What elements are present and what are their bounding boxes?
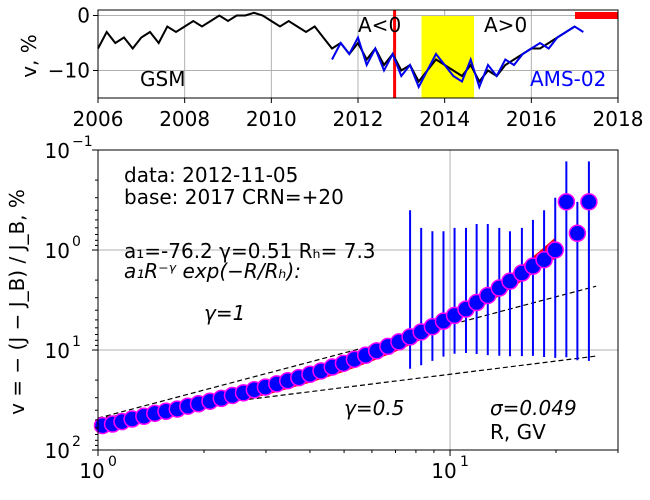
fit-parameters: a₁=-76.2 γ=0.51 Rₕ= 7.3: [124, 239, 376, 263]
ams-label: AMS-02: [530, 67, 606, 91]
top-x-tick-label: 2014: [419, 107, 470, 131]
x-axis-label: R, GV: [490, 420, 546, 444]
bottom-y-tick-exponent: 0: [72, 234, 81, 250]
bottom-y-label: v = − (J − J_B) / J_B, %: [5, 189, 29, 415]
fit-formula: a₁R⁻ᵞ exp(−R/Rₕ):: [124, 259, 301, 283]
bottom-y-tick-exponent: 1: [72, 334, 81, 350]
top-y-ticks: 0 −10: [48, 4, 98, 83]
data-point: [557, 193, 576, 211]
bottom-y-tick-label: 10: [45, 139, 70, 163]
a-negative-label: A<0: [358, 13, 401, 37]
gamma-05-label: γ=0.5: [344, 396, 404, 420]
top-panel: 2006 2008 2010 2012 2014 2016 2018 0 −10 v, % G…: [17, 4, 643, 132]
gamma-1-label: γ=1: [204, 301, 245, 325]
bottom-y-tick-label: 10: [45, 439, 70, 463]
bottom-x-tick-exponent: 0: [108, 454, 117, 470]
top-series: [97, 11, 584, 90]
data-point: [501, 272, 519, 290]
sigma-label: σ=0.049: [490, 396, 577, 420]
top-x-ticks: 2006 2008 2010 2012 2014 2016 2018: [73, 98, 644, 131]
reference-line-gamma1: [97, 285, 597, 419]
top-x-tick-label: 2006: [73, 107, 124, 131]
top-x-tick-label: 2016: [506, 107, 557, 131]
top-y-tick-label: −10: [48, 59, 90, 83]
data-point: [580, 193, 598, 211]
a-positive-label: A>0: [484, 13, 527, 37]
top-y-tick-label: 0: [77, 4, 90, 28]
bottom-y-tick-label: 10: [45, 239, 70, 263]
bottom-x-tick-exponent: 1: [460, 454, 469, 470]
bottom-frame: [97, 149, 619, 451]
ams-series-line: [331, 25, 584, 90]
base-period-marker: [575, 12, 618, 19]
bottom-y-tick-exponent: 2: [72, 434, 81, 450]
bottom-y-tick-exponent: −1: [72, 134, 93, 150]
bottom-y-tick-label: 10: [45, 339, 70, 363]
gsm-label: GSM: [140, 67, 185, 91]
data-point: [535, 250, 553, 269]
bottom-x-tick-label: 10: [431, 459, 456, 483]
top-x-tick-label: 2008: [159, 107, 210, 131]
top-y-label: v, %: [17, 34, 41, 78]
top-x-tick-label: 2010: [246, 107, 297, 131]
data-point: [546, 241, 564, 259]
reversal-band: [421, 16, 474, 98]
base-label: base: 2017 CRN=+20: [124, 185, 344, 209]
bottom-x-ticks: 10 0 10 1: [79, 450, 619, 483]
top-x-tick-label: 2012: [333, 107, 384, 131]
data-date-label: data: 2012-11-05: [124, 163, 298, 187]
top-x-tick-label: 2018: [593, 107, 644, 131]
data-points: [93, 193, 598, 435]
bottom-x-tick-label: 10: [79, 459, 104, 483]
data-point: [568, 224, 587, 243]
